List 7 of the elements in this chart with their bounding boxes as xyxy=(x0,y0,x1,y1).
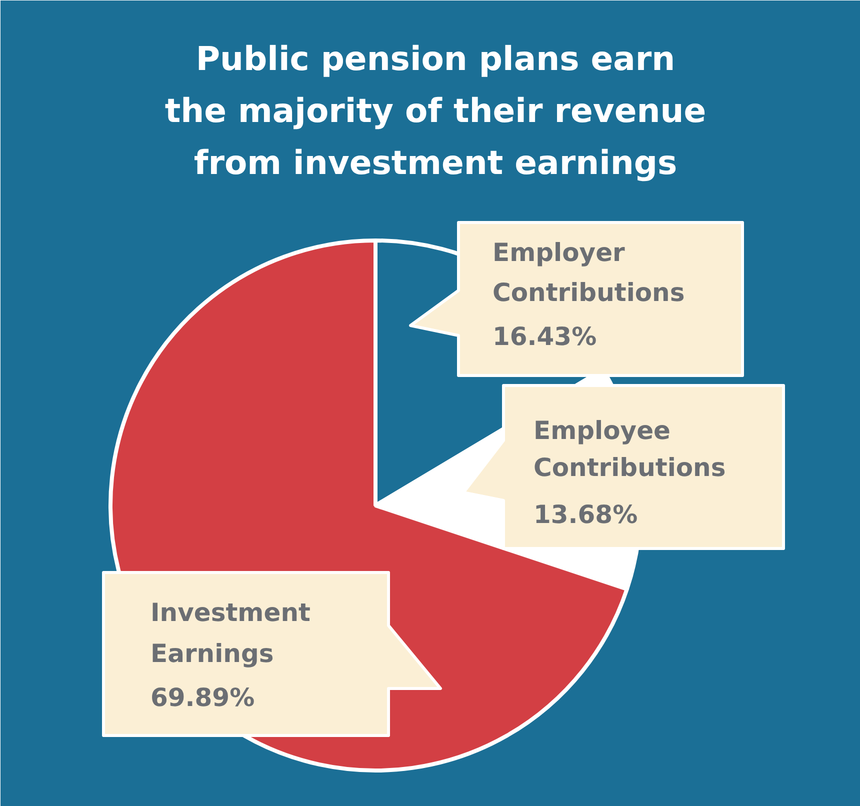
data-label: 16.43% xyxy=(492,322,597,351)
slice-label: Investment Earnings xyxy=(150,598,310,668)
chart-title: Public pension plans earn the majority of their revenue from investment earnings xyxy=(164,39,706,182)
data-label: 69.89% xyxy=(150,683,255,712)
data-label: 13.68% xyxy=(534,500,638,529)
slice-label: Employer Contributions xyxy=(492,238,685,307)
slice-label: Employee Contributions xyxy=(534,416,726,482)
